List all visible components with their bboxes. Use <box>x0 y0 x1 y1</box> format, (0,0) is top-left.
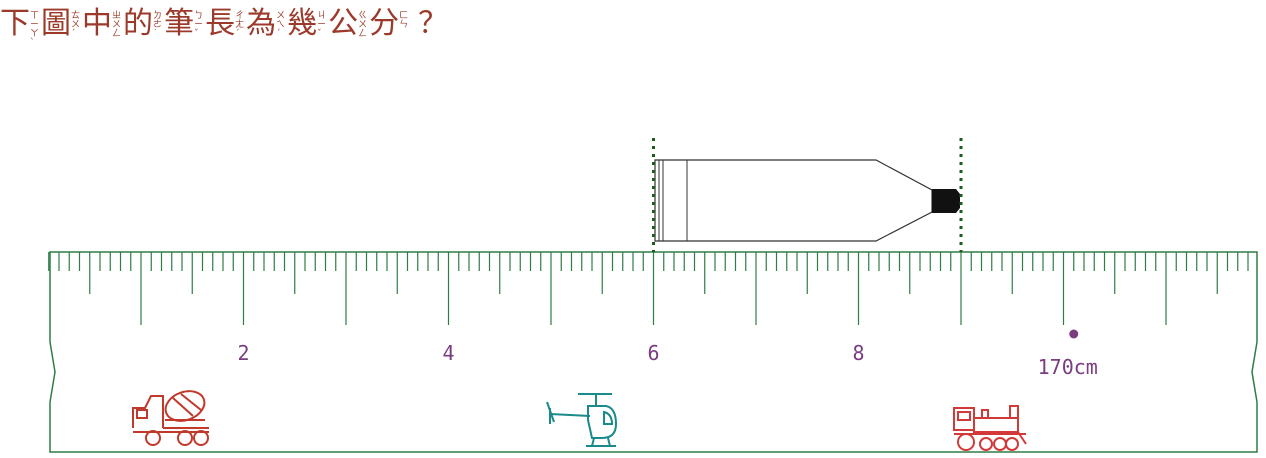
bopomofo-symbol: ㄚ <box>30 29 40 39</box>
bopomofo-symbol: ㄜ <box>153 20 163 30</box>
bopomofo-symbol: ㄊ <box>71 11 81 21</box>
pen-barrel <box>654 159 933 242</box>
bopomofo-symbol: ˋ <box>30 38 35 48</box>
bopomofo-symbol: ㄧ <box>317 20 327 30</box>
ruler-labels: 2 4 6 8 <box>237 341 864 365</box>
measure-guides <box>652 138 963 252</box>
ruler-body <box>49 251 1258 453</box>
height-marker-dot <box>1069 329 1079 339</box>
bopomofo-symbol: ㄥ <box>358 29 368 39</box>
bopomofo-symbol: ㄓ <box>112 11 122 21</box>
question-char-main: 圖 <box>41 6 72 41</box>
bopomofo-symbol: ˊ <box>71 29 76 39</box>
bopomofo-symbol: ㄟ <box>276 20 286 30</box>
bopomofo-symbol: ˇ <box>194 29 199 39</box>
ruler-label: 8 <box>852 341 864 365</box>
ruler-label: 4 <box>442 341 454 365</box>
bopomofo-symbol: ˙ <box>153 29 158 39</box>
bopomofo-symbol: ㄒ <box>30 11 40 21</box>
bopomofo-symbol: ㄉ <box>153 11 163 21</box>
bopomofo-symbol: ㄅ <box>194 11 204 21</box>
bopomofo-symbol: ㄨ <box>71 20 81 30</box>
question-char-main: 下 <box>0 6 30 41</box>
question-char-main: 為 <box>246 6 277 41</box>
bopomofo-symbol: ㄍ <box>358 11 368 21</box>
bopomofo-symbol: ㄐ <box>317 11 327 21</box>
question-char: 的ㄉㄜ ˙ <box>123 4 162 44</box>
question-text: 下ㄒㄧㄚ ˋ 圖ㄊㄨ ˊ 中ㄓㄨㄥ的ㄉㄜ ˙ 筆ㄅㄧ ˇ 長ㄔㄤ ˊ 為ㄨㄟ ˊ 幾ㄐㄧ ˇ 公ㄍㄨㄥ分ㄈㄣ… <box>0 4 448 48</box>
helicopter-icon <box>546 393 618 447</box>
bopomofo-symbol: ㄧ <box>30 20 40 30</box>
bopomofo-symbol: ㄈ <box>399 11 409 21</box>
bopomofo-symbol: ㄧ <box>194 20 204 30</box>
bopomofo-symbol: ㄨ <box>112 20 122 30</box>
question-char-bopomofo: ㄍㄨㄥ <box>358 12 367 39</box>
bopomofo-symbol: ㄔ <box>235 11 245 21</box>
question-char-main: 中 <box>82 6 113 41</box>
question-mark: ？ <box>418 6 449 41</box>
ruler-ticks <box>48 252 1249 325</box>
bopomofo-symbol: ㄤ <box>235 20 245 30</box>
ruler-label: 2 <box>237 341 249 365</box>
bopomofo-symbol: ˊ <box>276 29 281 39</box>
question-char-main: 的 <box>123 6 154 41</box>
height-marker-label: 170cm <box>1038 355 1098 379</box>
bopomofo-symbol: ㄨ <box>358 20 368 30</box>
question-char: 中ㄓㄨㄥ <box>82 4 121 44</box>
question-char-main: 筆 <box>164 6 195 41</box>
question-char: 分ㄈㄣ <box>369 4 408 44</box>
height-marker: 170cm <box>1038 329 1098 379</box>
bopomofo-symbol: ˇ <box>317 29 322 39</box>
question-char-main: 幾 <box>287 6 318 41</box>
question-char-bopomofo: ㄉㄜ ˙ <box>153 12 162 39</box>
concrete-mixer-truck-icon <box>132 390 209 446</box>
question-char-bopomofo: ㄈㄣ <box>399 12 408 30</box>
question-char-main: 分 <box>369 6 400 41</box>
pen-tip <box>932 189 960 213</box>
ruler-label: 6 <box>647 341 659 365</box>
question-char: 公ㄍㄨㄥ <box>328 4 367 44</box>
question-char-main: 長 <box>205 6 236 41</box>
pen <box>654 159 960 242</box>
bopomofo-symbol: ㄣ <box>399 20 409 30</box>
bopomofo-symbol: ㄨ <box>276 11 286 21</box>
steam-train-icon <box>953 405 1027 451</box>
bopomofo-symbol: ˊ <box>235 29 240 39</box>
bopomofo-symbol: ㄥ <box>112 29 122 39</box>
question-char-bopomofo: ㄓㄨㄥ <box>112 12 121 39</box>
question-char-main: 公 <box>328 6 359 41</box>
